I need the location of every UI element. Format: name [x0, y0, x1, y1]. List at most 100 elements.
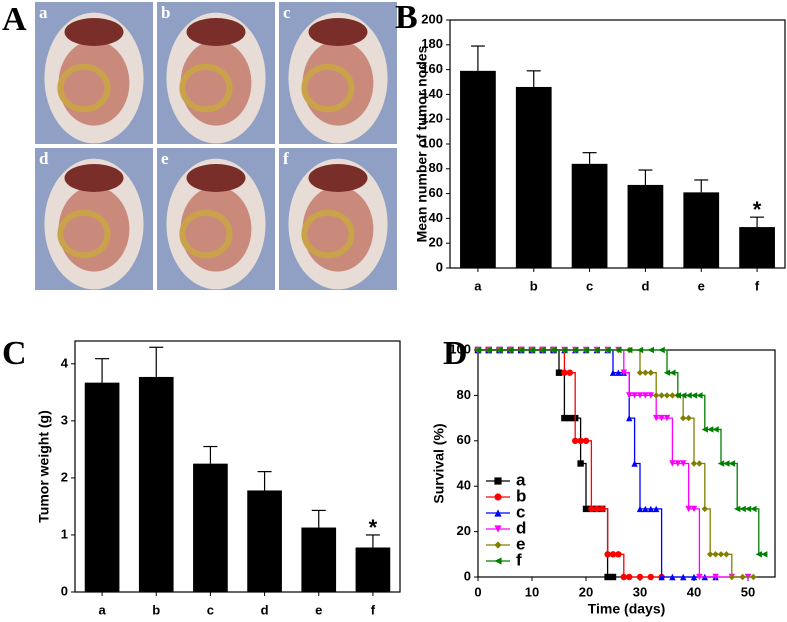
x-tick-label: d — [641, 278, 649, 293]
x-axis-label: Time (days) — [588, 601, 666, 617]
marker — [604, 573, 611, 581]
marker — [577, 460, 584, 467]
marker — [663, 392, 671, 399]
marker — [620, 369, 627, 376]
marker — [685, 505, 692, 513]
y-tick-label: 200 — [421, 11, 443, 26]
marker — [690, 505, 698, 513]
y-tick-label: 0 — [436, 259, 443, 274]
photo-organs — [180, 40, 252, 126]
panel-label: B — [395, 0, 418, 36]
marker — [750, 505, 757, 513]
legend-label: f — [516, 550, 522, 569]
marker — [669, 573, 676, 581]
annotation: * — [753, 197, 762, 222]
bar — [683, 192, 720, 268]
tile-label: e — [161, 149, 169, 168]
marker — [761, 551, 768, 558]
x-tick-label: c — [207, 602, 214, 617]
marker — [626, 346, 633, 354]
marker — [707, 426, 714, 433]
plot-frame — [449, 19, 786, 269]
photo-liver — [186, 18, 246, 46]
marker — [723, 460, 730, 467]
marker — [604, 551, 611, 558]
y-axis-label: Survival (%) — [431, 423, 447, 503]
marker — [609, 551, 617, 558]
x-tick-label: 30 — [633, 584, 647, 599]
marker — [750, 573, 757, 581]
marker — [707, 551, 714, 558]
y-axis-label: Mean number of tumor nodes — [414, 45, 430, 242]
photo-organs — [302, 186, 374, 272]
legend-label: e — [516, 534, 525, 553]
y-tick-label: 2 — [61, 469, 68, 484]
y-tick-label: 20 — [457, 523, 471, 538]
x-tick-label: 50 — [741, 584, 755, 599]
marker — [658, 414, 665, 422]
x-tick-label: 20 — [579, 584, 593, 599]
marker — [696, 392, 703, 399]
marker — [572, 437, 579, 444]
marker — [588, 505, 595, 513]
marker — [744, 505, 752, 513]
marker — [658, 392, 665, 399]
tile-label: b — [161, 3, 170, 22]
y-tick-label: 100 — [421, 135, 443, 150]
marker — [572, 346, 579, 354]
marker — [507, 346, 514, 354]
marker — [555, 369, 563, 376]
marker — [717, 460, 725, 467]
marker — [647, 573, 654, 581]
photo-liver — [308, 18, 368, 46]
marker — [723, 551, 730, 558]
panel-label: C — [2, 335, 27, 372]
legend-label: b — [516, 486, 526, 505]
x-tick-label: b — [530, 278, 538, 293]
photo-liver — [64, 164, 124, 192]
marker — [642, 505, 649, 513]
legend-label: c — [516, 502, 525, 521]
marker — [674, 460, 681, 467]
marker — [739, 505, 746, 513]
marker — [690, 392, 698, 399]
marker — [582, 346, 590, 354]
panel-label: A — [2, 1, 27, 38]
bar — [193, 463, 228, 592]
marker — [615, 551, 622, 558]
marker — [696, 573, 703, 581]
tile-label: c — [283, 3, 291, 22]
y-tick-label: 80 — [457, 387, 471, 402]
marker — [728, 573, 735, 581]
photo-liver — [186, 164, 246, 192]
bar — [571, 163, 608, 268]
photo-intestine — [179, 63, 233, 113]
marker — [494, 493, 502, 501]
x-tick-label: e — [315, 602, 322, 617]
y-tick-label: 3 — [61, 412, 68, 427]
bar — [355, 547, 391, 592]
marker — [566, 369, 573, 376]
marker — [518, 346, 525, 354]
marker — [636, 573, 644, 581]
marker — [690, 573, 698, 581]
marker — [636, 369, 644, 376]
marker — [620, 573, 627, 581]
marker — [658, 573, 665, 581]
marker — [631, 392, 638, 399]
bar — [138, 376, 174, 592]
marker — [663, 414, 671, 422]
y-tick-label: 40 — [457, 478, 471, 493]
marker — [642, 369, 649, 376]
marker — [609, 573, 617, 581]
photo-liver — [308, 164, 368, 192]
marker — [653, 414, 660, 422]
marker — [494, 477, 502, 485]
marker — [647, 369, 654, 376]
y-tick-label: 20 — [429, 235, 443, 250]
photo-intestine — [179, 209, 233, 259]
y-tick-label: 140 — [421, 86, 443, 101]
y-tick-label: 60 — [457, 432, 471, 447]
legend-label: a — [516, 470, 526, 489]
tile-label: f — [283, 149, 289, 168]
